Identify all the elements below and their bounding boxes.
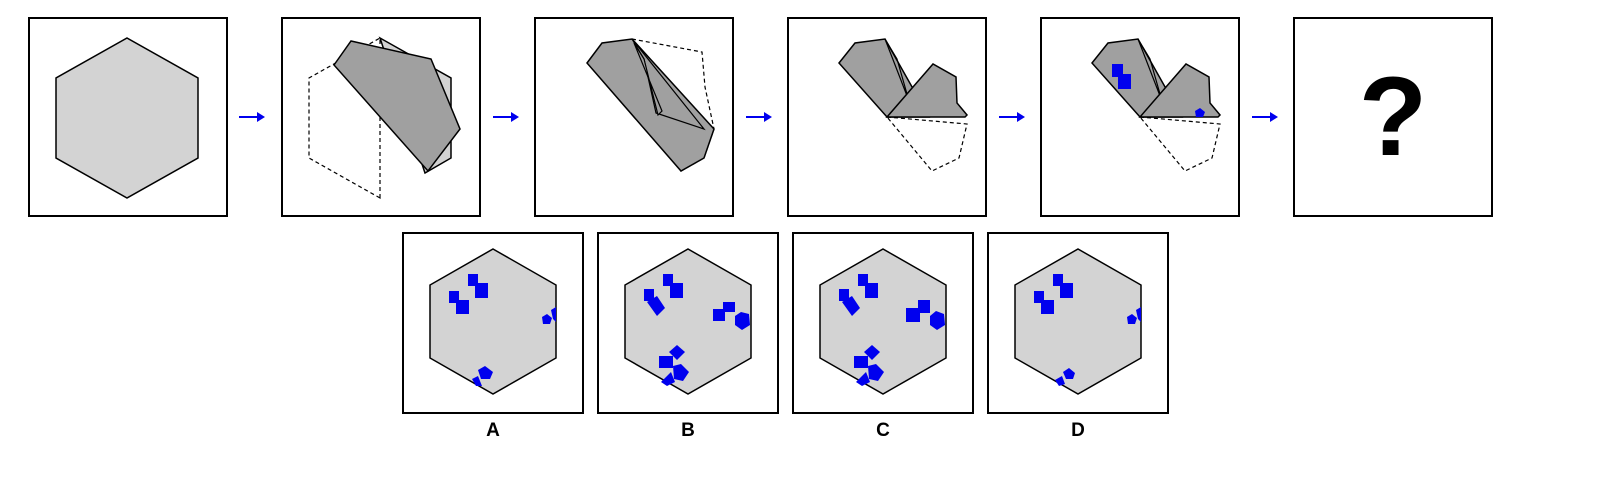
option-a-label[interactable]: A xyxy=(486,420,500,441)
hole-icon xyxy=(1060,283,1073,298)
hole-icon xyxy=(1055,376,1065,386)
option-b-label[interactable]: B xyxy=(681,420,695,441)
hole-icon xyxy=(468,274,478,286)
hole-icon xyxy=(551,307,556,322)
hole-icon xyxy=(713,309,725,321)
arrow-icon xyxy=(999,112,1025,122)
hole-icon xyxy=(918,300,930,313)
question-mark: ? xyxy=(1358,54,1428,179)
arrow-icon xyxy=(239,112,265,122)
hole-icon xyxy=(456,300,469,314)
hole-icon xyxy=(735,312,750,330)
hole-icon xyxy=(842,296,860,316)
hole-icon xyxy=(669,345,685,360)
arrow-icon xyxy=(1252,112,1278,122)
step-1-panel xyxy=(28,17,228,217)
option-c-hexagon xyxy=(819,248,947,395)
hole-icon xyxy=(864,345,880,360)
option-d-hexagon xyxy=(1014,248,1142,395)
hole-icon xyxy=(663,274,673,286)
step-3-panel xyxy=(534,17,734,217)
hole-icon xyxy=(1053,274,1063,286)
option-b[interactable] xyxy=(597,232,779,414)
option-b-hexagon xyxy=(624,248,752,395)
unfolded-hexagon xyxy=(55,37,199,199)
hole-icon xyxy=(1136,307,1141,322)
option-d[interactable] xyxy=(987,232,1169,414)
hole-icon xyxy=(839,289,849,301)
step-2-panel xyxy=(281,17,481,217)
option-d-label[interactable]: D xyxy=(1071,420,1085,441)
hole-icon xyxy=(865,283,878,298)
hole-icon xyxy=(673,364,689,381)
option-a-hexagon xyxy=(429,248,557,395)
arrow-icon xyxy=(746,112,772,122)
step-4-panel xyxy=(787,17,987,217)
first-fold-figure xyxy=(308,36,461,200)
hole-icon xyxy=(1063,368,1075,379)
arrow-icon xyxy=(493,112,519,122)
third-fold-figure xyxy=(838,38,969,172)
second-fold-figure xyxy=(586,38,715,172)
option-a[interactable] xyxy=(402,232,584,414)
option-c-label[interactable]: C xyxy=(876,420,890,441)
hole-icon xyxy=(856,372,870,386)
hole-icon xyxy=(475,283,488,298)
hole-icon xyxy=(659,356,673,368)
punched-figure xyxy=(1091,38,1222,172)
hole-icon xyxy=(661,372,675,386)
hole-icon xyxy=(670,283,683,298)
hole-icon xyxy=(1034,291,1044,303)
punched-hole-icon xyxy=(1118,74,1131,89)
hole-icon xyxy=(854,356,868,368)
hole-icon xyxy=(478,366,493,379)
punched-hole-icon xyxy=(1195,108,1205,117)
hole-icon xyxy=(542,314,552,324)
hole-icon xyxy=(647,296,665,316)
step-6-panel: ? xyxy=(1293,17,1493,217)
hole-icon xyxy=(858,274,868,286)
hole-icon xyxy=(449,291,459,303)
hole-icon xyxy=(723,302,735,312)
option-c[interactable] xyxy=(792,232,974,414)
step-5-panel xyxy=(1040,17,1240,217)
hole-icon xyxy=(930,311,945,330)
hole-icon xyxy=(1127,314,1137,324)
hole-icon xyxy=(868,364,884,381)
hole-icon xyxy=(906,308,920,322)
punched-hole-icon xyxy=(1112,64,1123,77)
hole-icon xyxy=(1041,300,1054,314)
hole-icon xyxy=(472,376,482,386)
hole-icon xyxy=(644,289,654,301)
